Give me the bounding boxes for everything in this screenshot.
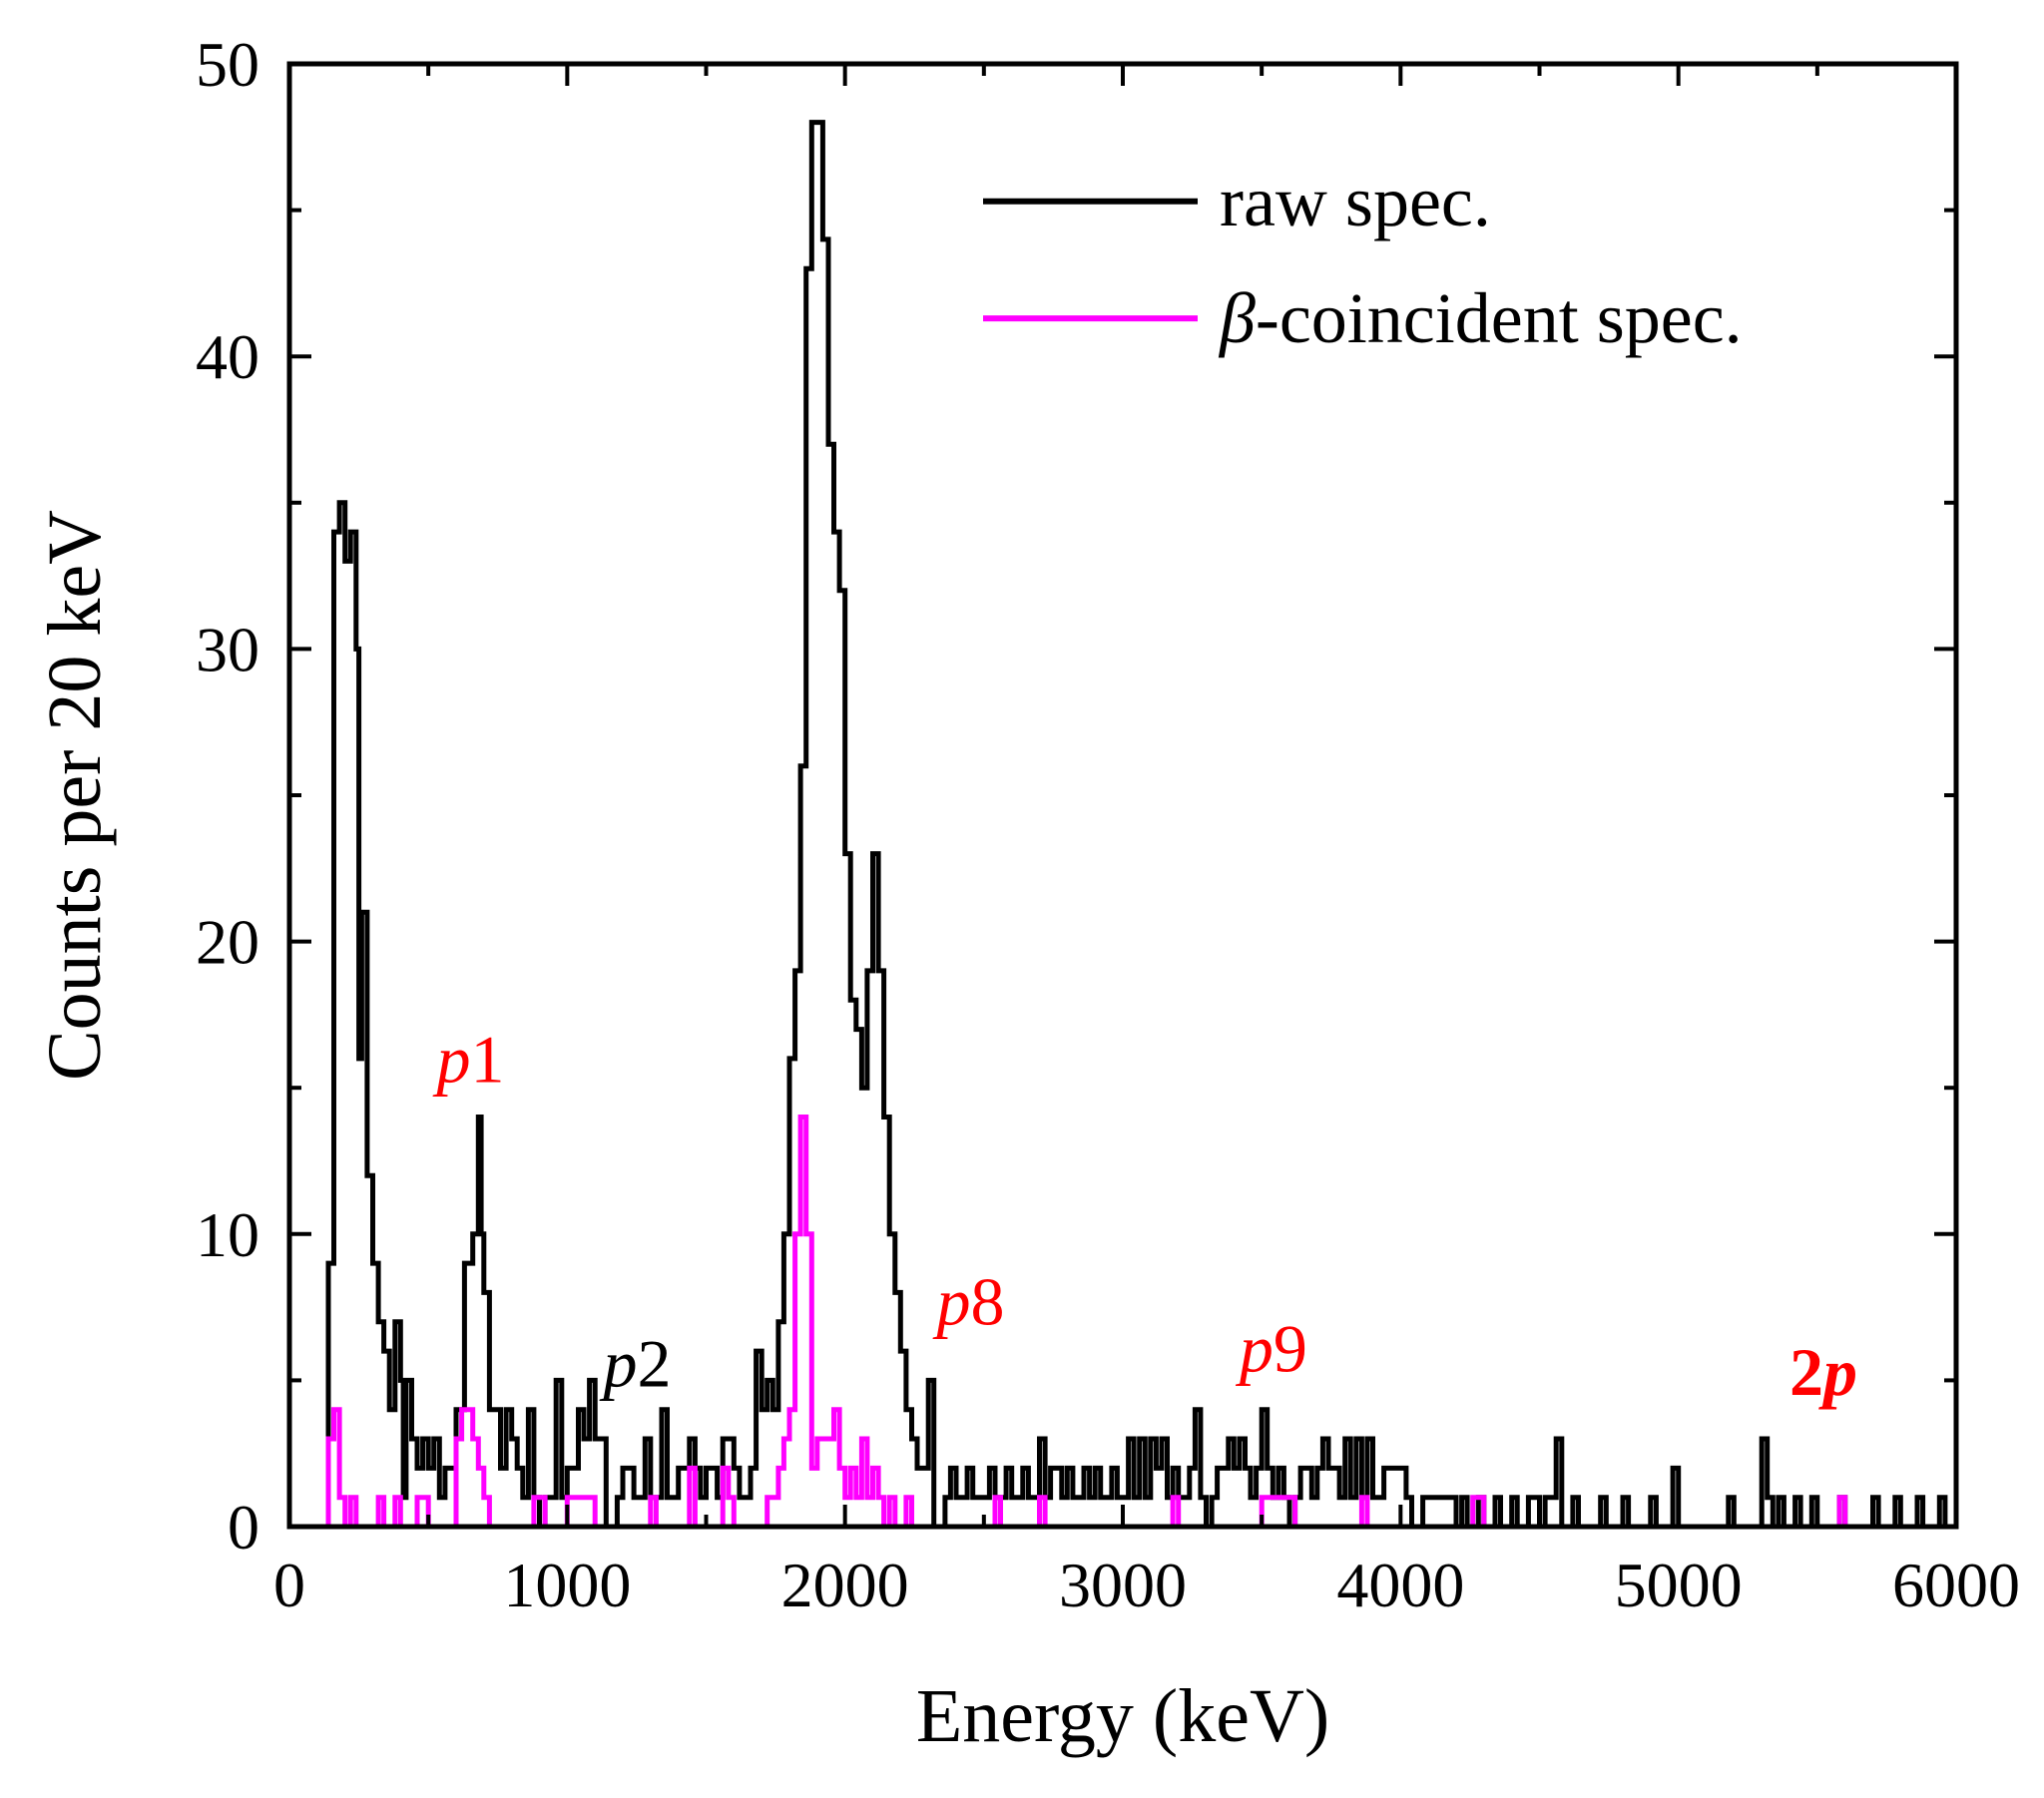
x-tick-label: 0 xyxy=(273,1550,305,1620)
annotations: p1 p2 p8 p9 2p xyxy=(433,1021,1857,1410)
x-tick-label: 4000 xyxy=(1336,1550,1464,1620)
y-axis-title: Counts per 20 keV xyxy=(33,510,117,1081)
peak-label-p1: p1 xyxy=(433,1021,505,1097)
x-tick-label: 6000 xyxy=(1892,1550,2020,1620)
series-raw-spec xyxy=(325,120,1948,1530)
ticks-layer: 0 1000 2000 3000 4000 5000 6000 0 10 20 30 40 50 xyxy=(196,29,2020,1620)
series-layer xyxy=(325,120,1948,1530)
y-tick-label: 0 xyxy=(228,1492,259,1563)
x-tick-label: 1000 xyxy=(503,1550,631,1620)
peak-label-2p: 2p xyxy=(1789,1334,1857,1410)
legend: raw spec. β-coincident spec. xyxy=(983,162,1743,358)
x-axis-title: Energy (keV) xyxy=(916,1674,1329,1758)
legend-label-beta: β-coincident spec. xyxy=(1218,278,1743,358)
peak-label-p2: p2 xyxy=(600,1325,672,1401)
x-tick-label: 3000 xyxy=(1059,1550,1187,1620)
peak-label-p9: p9 xyxy=(1236,1311,1307,1387)
legend-label-rest: -coincident spec. xyxy=(1256,278,1743,358)
y-tick-label: 40 xyxy=(196,321,259,392)
x-tick-label: 2000 xyxy=(781,1550,909,1620)
y-tick-label: 50 xyxy=(196,29,259,100)
beta-symbol: β xyxy=(1218,278,1256,358)
y-tick-label: 20 xyxy=(196,907,259,978)
y-tick-label: 10 xyxy=(196,1199,259,1270)
x-tick-label: 5000 xyxy=(1615,1550,1743,1620)
series-beta-coincident-spec xyxy=(325,1115,1848,1530)
y-tick-label: 30 xyxy=(196,614,259,684)
legend-label-raw: raw spec. xyxy=(1220,162,1491,241)
peak-label-p8: p8 xyxy=(933,1264,1005,1340)
